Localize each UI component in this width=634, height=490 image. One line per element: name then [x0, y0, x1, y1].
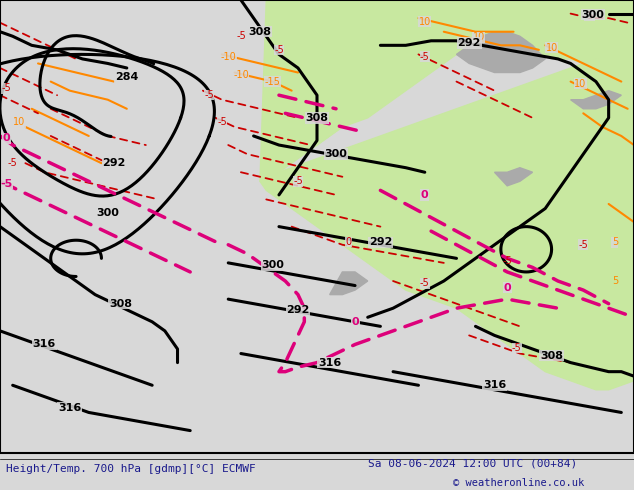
Text: -5: -5: [585, 11, 595, 21]
Polygon shape: [260, 54, 634, 390]
Text: 10: 10: [545, 43, 558, 52]
Polygon shape: [330, 272, 368, 294]
Text: -5: -5: [1, 83, 11, 94]
Text: 0: 0: [503, 283, 511, 293]
Text: -10: -10: [221, 51, 236, 62]
Text: -5: -5: [217, 118, 227, 127]
Text: 316: 316: [483, 380, 506, 390]
Text: -5: -5: [236, 31, 246, 41]
Polygon shape: [571, 91, 621, 109]
Text: 10: 10: [418, 17, 431, 27]
Text: 316: 316: [318, 358, 341, 368]
Text: 292: 292: [287, 305, 309, 316]
Text: 308: 308: [540, 351, 563, 361]
Text: 0: 0: [351, 317, 359, 327]
Text: 308: 308: [249, 27, 271, 37]
Text: 10: 10: [472, 32, 485, 42]
Text: -5: -5: [8, 158, 18, 168]
Text: © weatheronline.co.uk: © weatheronline.co.uk: [453, 478, 585, 488]
Text: -5: -5: [420, 278, 430, 288]
Text: 0: 0: [421, 190, 429, 200]
Text: 0: 0: [3, 133, 10, 143]
Text: 300: 300: [325, 149, 347, 159]
Text: -5: -5: [204, 90, 214, 100]
Text: 292: 292: [103, 158, 126, 168]
Text: 300: 300: [261, 260, 284, 270]
Text: 316: 316: [33, 340, 56, 349]
Text: 308: 308: [109, 299, 132, 309]
Text: -5: -5: [420, 51, 430, 62]
Text: 10: 10: [574, 79, 586, 89]
Text: -5: -5: [274, 45, 284, 55]
Text: 0: 0: [346, 237, 352, 247]
Text: 316: 316: [58, 403, 81, 413]
Text: 5: 5: [612, 238, 618, 247]
Text: 300: 300: [96, 208, 119, 218]
Text: 292: 292: [458, 38, 481, 48]
Text: Sa 08-06-2024 12:00 UTC (00+84): Sa 08-06-2024 12:00 UTC (00+84): [368, 459, 577, 468]
Text: -5: -5: [578, 240, 588, 250]
Text: Height/Temp. 700 hPa [gdmp][°C] ECMWF: Height/Temp. 700 hPa [gdmp][°C] ECMWF: [6, 464, 256, 474]
Text: -5: -5: [293, 176, 303, 186]
Text: -5: -5: [512, 343, 522, 353]
Text: -15: -15: [264, 76, 281, 87]
Text: 292: 292: [369, 238, 392, 247]
Text: -5: -5: [0, 178, 13, 189]
Text: 308: 308: [306, 113, 328, 123]
Polygon shape: [266, 0, 634, 172]
Text: 300: 300: [581, 9, 604, 20]
Text: 284: 284: [115, 72, 138, 82]
Text: -10: -10: [233, 70, 249, 80]
Polygon shape: [495, 168, 533, 186]
Text: -5: -5: [502, 256, 512, 266]
Text: 10: 10: [13, 118, 25, 127]
Polygon shape: [456, 32, 545, 73]
Polygon shape: [260, 0, 634, 181]
Text: 5: 5: [612, 276, 618, 286]
